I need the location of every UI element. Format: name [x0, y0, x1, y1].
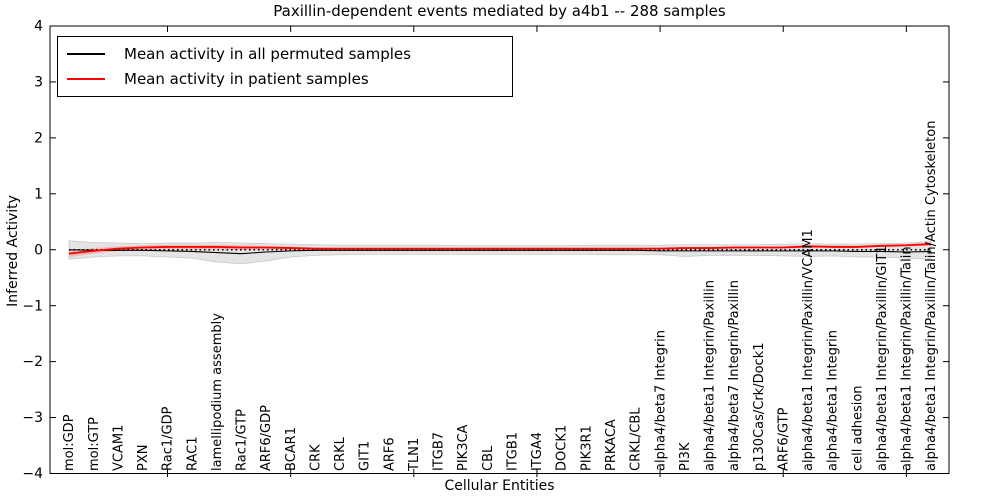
x-category-label: ARF6/GTP: [776, 407, 791, 471]
y-tick-label: 0: [34, 242, 43, 258]
x-category-label: alpha4/beta1 Integrin/Paxillin/VCAM1: [801, 229, 816, 471]
permuted-line-swatch: [67, 52, 105, 55]
y-tick-label: 4: [34, 19, 43, 35]
chart-title: Paxillin-dependent events mediated by a4…: [273, 2, 726, 20]
x-category-label: p130Cas/Crk/Dock1: [752, 342, 767, 471]
x-category-label: alpha4/beta7 Integrin/Paxillin: [727, 280, 742, 471]
x-category-label: CRK: [308, 444, 323, 471]
legend-label-permuted: Mean activity in all permuted samples: [124, 44, 411, 63]
x-category-label: ARF6: [382, 437, 397, 471]
x-category-label: PRKACA: [604, 419, 619, 471]
x-category-label: VCAM1: [111, 425, 126, 471]
x-category-label: ITGB1: [505, 432, 520, 471]
x-category-label: alpha4/beta1 Integrin/Paxillin: [703, 280, 718, 471]
y-tick-label: 2: [34, 130, 43, 146]
x-category-label: ARF6/GDP: [259, 405, 274, 471]
x-category-label: CBL: [481, 445, 496, 471]
legend-entry-permuted: Mean activity in all permuted samples: [58, 45, 512, 63]
x-category-label: lamellipodium assembly: [210, 313, 225, 471]
x-category-label: PXN: [136, 445, 151, 471]
x-category-label: cell adhesion: [850, 385, 865, 471]
legend: Mean activity in all permuted samples Me…: [57, 36, 513, 97]
x-category-label: TLN1: [407, 438, 422, 472]
x-category-label: CRKL: [333, 436, 348, 471]
legend-label-patient: Mean activity in patient samples: [124, 70, 369, 89]
y-tick-label: −3: [22, 410, 43, 426]
x-category-label: alpha4/beta1 Integrin/Paxillin/Talin/Act…: [924, 121, 939, 471]
x-category-label: PIK3CA: [456, 424, 471, 471]
x-category-label: ITGB7: [432, 432, 447, 471]
x-category-label: PI3K: [678, 442, 693, 471]
y-tick-label: −2: [22, 354, 43, 370]
x-category-label: mol:GTP: [87, 417, 102, 471]
x-category-label: PIK3R1: [579, 425, 594, 471]
x-axis-label: Cellular Entities: [444, 478, 555, 494]
x-category-label: RAC1: [185, 436, 200, 471]
x-category-label: mol:GDP: [62, 414, 77, 471]
permuted-mean-line: [68, 249, 932, 255]
x-category-label: alpha4/beta1 Integrin/Paxillin/Talin: [900, 246, 915, 471]
y-tick-label: 3: [34, 75, 43, 91]
patient-mean-line: [68, 243, 932, 255]
x-category-label: Rac1/GTP: [235, 409, 250, 471]
x-category-label: alpha4/beta7 Integrin: [653, 330, 668, 471]
x-category-label: GIT1: [358, 441, 373, 471]
legend-entry-patient: Mean activity in patient samples: [58, 70, 512, 88]
x-category-label: Rac1/GDP: [161, 406, 176, 471]
x-category-label: alpha4/beta1 Integrin/Paxillin/GIT1: [875, 245, 890, 471]
x-category-label: ITGA4: [530, 432, 545, 471]
y-tick-label: 1: [34, 186, 43, 202]
permuted-band: [68, 240, 932, 265]
y-axis-label: Inferred Activity: [5, 195, 21, 307]
x-category-label: BCAR1: [284, 427, 299, 471]
x-category-label: CRKL/CBL: [629, 407, 644, 471]
patient-line-swatch: [67, 78, 105, 81]
y-tick-label: −4: [22, 466, 43, 482]
x-category-label: alpha4/beta1 Integrin: [826, 330, 841, 471]
x-category-label: DOCK1: [555, 425, 570, 471]
y-tick-label: −1: [22, 298, 43, 314]
